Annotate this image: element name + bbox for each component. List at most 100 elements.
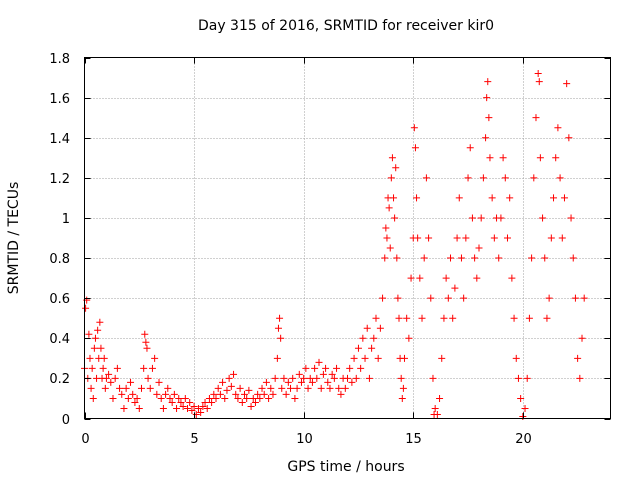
data-point	[223, 386, 231, 394]
chart-title: Day 315 of 2016, SRMTID for receiver kir…	[198, 18, 494, 34]
data-point	[451, 284, 459, 292]
data-point	[129, 390, 137, 398]
data-point	[208, 398, 216, 406]
data-point	[326, 384, 334, 392]
data-point	[324, 378, 332, 386]
data-point	[277, 334, 285, 342]
data-point	[197, 408, 205, 416]
data-point	[545, 294, 553, 302]
data-point	[534, 70, 542, 78]
data-point	[554, 124, 562, 132]
data-point	[563, 80, 571, 88]
data-point	[308, 378, 316, 386]
data-point	[254, 390, 262, 398]
data-point	[485, 114, 493, 122]
data-point	[146, 384, 154, 392]
data-point	[383, 234, 391, 242]
data-point	[521, 404, 529, 412]
data-point	[528, 254, 536, 262]
data-point	[219, 378, 227, 386]
data-point	[444, 294, 452, 302]
data-point	[523, 374, 531, 382]
data-point	[370, 334, 378, 342]
data-point	[395, 314, 403, 322]
data-point	[550, 194, 558, 202]
y-tick-label: 0.2	[49, 372, 70, 387]
data-point	[313, 374, 321, 382]
data-point	[569, 254, 577, 262]
data-point	[91, 334, 99, 342]
data-point	[416, 274, 424, 282]
data-point	[85, 330, 93, 338]
data-point	[433, 410, 441, 418]
data-point	[276, 314, 284, 322]
data-point	[141, 330, 149, 338]
data-point	[265, 394, 273, 402]
data-point	[159, 404, 167, 412]
data-point	[508, 274, 516, 282]
data-point	[247, 402, 255, 410]
data-point	[460, 294, 468, 302]
data-point	[273, 354, 281, 362]
data-point	[486, 154, 494, 162]
data-point	[442, 274, 450, 282]
data-point	[148, 364, 156, 372]
data-point	[118, 390, 126, 398]
data-point	[431, 404, 439, 412]
data-point	[88, 364, 96, 372]
data-point	[475, 244, 483, 252]
data-point	[427, 294, 435, 302]
data-point	[162, 390, 170, 398]
data-point	[440, 314, 448, 322]
data-point	[337, 390, 345, 398]
data-point	[422, 174, 430, 182]
data-point	[127, 378, 135, 386]
y-tick-label: 0.6	[49, 292, 70, 307]
y-tick-label: 1.6	[49, 92, 70, 107]
data-point	[201, 398, 209, 406]
data-point	[142, 338, 150, 346]
data-point	[135, 404, 143, 412]
data-point	[105, 370, 113, 378]
data-point	[382, 224, 390, 232]
data-point	[300, 374, 308, 382]
data-point	[94, 326, 102, 334]
data-point	[100, 354, 108, 362]
data-point	[177, 398, 185, 406]
data-point	[107, 378, 115, 386]
data-point	[413, 194, 421, 202]
data-point	[506, 194, 514, 202]
data-point	[153, 390, 161, 398]
data-point	[262, 378, 270, 386]
data-point	[471, 254, 479, 262]
data-point	[186, 398, 194, 406]
data-point	[124, 394, 132, 402]
data-point	[306, 374, 314, 382]
data-point	[365, 374, 373, 382]
data-point	[410, 124, 418, 132]
data-point	[552, 154, 560, 162]
data-point	[155, 378, 163, 386]
data-point	[179, 402, 187, 410]
data-point	[157, 394, 165, 402]
data-point	[116, 384, 124, 392]
data-point	[479, 174, 487, 182]
data-point	[514, 374, 522, 382]
grid-lines	[84, 57, 611, 419]
data-point	[328, 370, 336, 378]
data-point	[297, 378, 305, 386]
data-point	[245, 386, 253, 394]
data-point	[466, 144, 474, 152]
data-point	[319, 370, 327, 378]
data-point	[111, 374, 119, 382]
data-point	[168, 398, 176, 406]
data-point	[411, 144, 419, 152]
data-point	[170, 390, 178, 398]
data-points	[81, 70, 588, 420]
data-point	[291, 394, 299, 402]
data-point	[484, 78, 492, 86]
data-point	[205, 394, 213, 402]
y-tick-label: 0.4	[49, 332, 70, 347]
data-point	[330, 374, 338, 382]
y-tick-label: 1.4	[49, 132, 70, 147]
